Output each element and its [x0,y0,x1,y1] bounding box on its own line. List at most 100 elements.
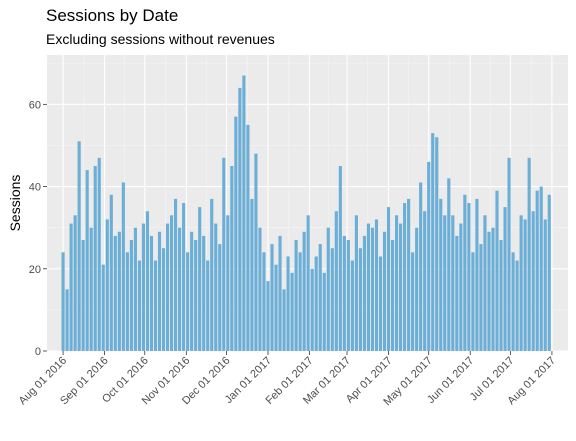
bar [511,252,515,351]
bar [366,223,371,351]
bar [423,211,427,351]
bar [491,227,495,351]
bar [278,235,282,351]
bar [463,194,467,351]
bar [266,281,270,351]
bar [186,252,190,351]
bar [407,198,411,351]
bar [270,244,274,351]
bar [346,240,350,351]
bar [97,157,101,351]
bar [169,215,174,351]
bar [310,268,314,351]
bar [85,170,89,351]
bar [234,116,238,352]
bar [198,207,202,351]
bar [238,87,242,351]
bar [286,256,290,351]
bar [471,252,475,351]
bar [93,166,97,351]
bar [399,223,403,351]
bar [515,260,519,351]
bar [218,244,222,351]
bar [382,231,387,351]
bar [65,289,69,351]
bar [403,203,407,351]
bar [77,141,81,351]
bar [362,235,366,351]
bar [109,194,113,351]
bar [370,227,375,351]
bar [390,240,395,351]
bar [358,248,362,351]
bar [487,231,491,351]
bar [394,215,399,351]
bar [161,248,166,351]
bar [499,240,503,351]
bar [314,256,318,351]
bar [133,227,137,351]
bar [467,203,471,351]
bar [137,260,141,351]
bar [455,235,459,351]
bar [89,227,93,351]
y-tick-label: 0 [35,346,41,358]
bar [210,198,214,351]
bar [447,178,451,351]
bar [274,264,278,351]
bar [419,182,423,351]
bar [206,260,210,351]
y-axis-ticks: 0 20 40 60 [29,99,47,358]
bar [507,157,511,351]
bar [61,252,65,351]
bar-series [61,75,551,352]
bar [117,231,121,351]
bar [282,289,286,351]
bar [495,190,499,351]
chart-subtitle: Excluding sessions without revenues [46,31,275,47]
bar [354,215,358,351]
y-tick-label: 60 [29,99,41,111]
bar [262,252,266,351]
bar [194,240,198,351]
bar [479,244,483,351]
bar [105,219,109,351]
bar [113,235,117,351]
bar [459,223,463,351]
bar [182,203,186,351]
bar [145,211,150,351]
bar [258,227,262,351]
bar [165,223,170,351]
bar [226,215,230,351]
y-axis-label: Sessions [7,175,23,232]
bar [451,215,455,351]
bar [290,272,294,351]
bar [202,235,206,351]
bar [149,235,154,351]
bar [483,215,487,351]
bar [214,223,218,351]
bar [378,256,383,351]
bar [330,248,334,351]
bar [174,198,178,351]
bar [539,186,543,351]
chart-title: Sessions by Date [46,6,179,25]
bar [306,215,310,351]
bar [475,198,479,351]
bar [326,227,330,351]
bar [157,231,162,351]
bar [334,211,338,351]
bar [230,166,234,351]
bar [350,260,354,351]
bar [338,166,342,351]
bar [246,124,250,351]
bar [547,194,551,351]
bar [298,252,302,351]
bar [435,137,439,351]
bar [439,198,443,351]
bar [531,211,535,351]
bar [153,260,158,351]
